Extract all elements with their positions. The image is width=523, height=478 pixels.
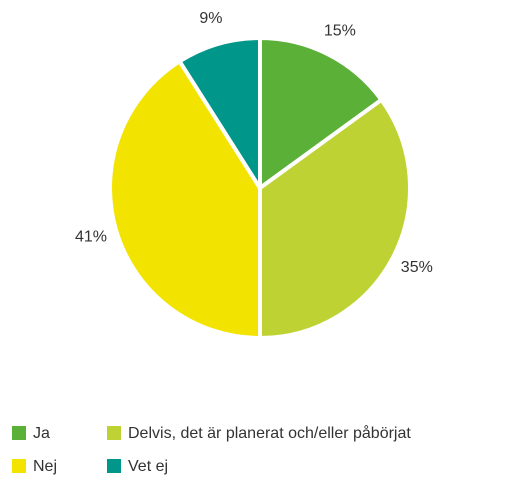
slice-label: 15%: [324, 22, 356, 39]
legend-swatch: [107, 426, 121, 440]
slice-label: 9%: [199, 10, 222, 27]
pie-slice: [177, 36, 262, 190]
slice-label: 41%: [75, 228, 107, 245]
legend-swatch: [107, 459, 121, 473]
pie-slice: [258, 36, 384, 190]
legend-label: Vet ej: [128, 458, 168, 475]
legend-label: Ja: [33, 425, 50, 442]
legend-label: Nej: [33, 458, 57, 475]
pie-slice: [258, 97, 412, 340]
slice-label: 35%: [401, 259, 433, 276]
legend-swatch: [12, 459, 26, 473]
legend-label: Delvis, det är planerat och/eller påbörj…: [128, 424, 411, 442]
legend-swatch: [12, 426, 26, 440]
